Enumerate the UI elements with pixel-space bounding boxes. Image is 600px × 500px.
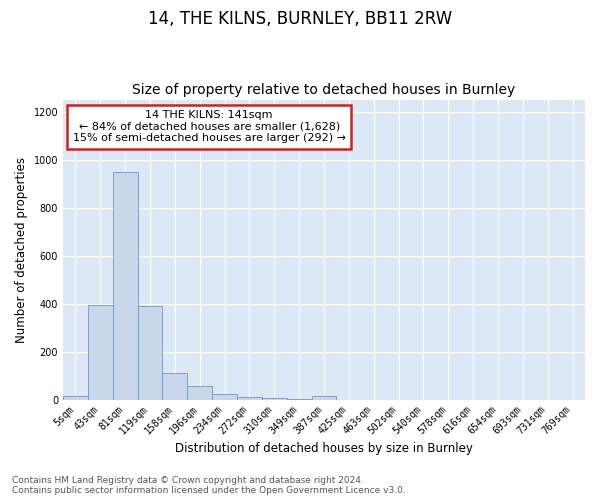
- Bar: [113, 172, 137, 400]
- Text: Contains HM Land Registry data © Crown copyright and database right 2024.
Contai: Contains HM Land Registry data © Crown c…: [12, 476, 406, 495]
- Bar: [212, 394, 237, 400]
- Bar: [262, 398, 287, 400]
- Text: 14 THE KILNS: 141sqm
← 84% of detached houses are smaller (1,628)
15% of semi-de: 14 THE KILNS: 141sqm ← 84% of detached h…: [73, 110, 346, 144]
- Bar: [187, 386, 212, 400]
- X-axis label: Distribution of detached houses by size in Burnley: Distribution of detached houses by size …: [175, 442, 473, 455]
- Bar: [137, 306, 163, 400]
- Bar: [311, 396, 337, 400]
- Bar: [63, 396, 88, 400]
- Title: Size of property relative to detached houses in Burnley: Size of property relative to detached ho…: [133, 83, 515, 97]
- Y-axis label: Number of detached properties: Number of detached properties: [15, 156, 28, 342]
- Bar: [88, 305, 113, 400]
- Text: 14, THE KILNS, BURNLEY, BB11 2RW: 14, THE KILNS, BURNLEY, BB11 2RW: [148, 10, 452, 28]
- Bar: [237, 396, 262, 400]
- Bar: [163, 373, 187, 400]
